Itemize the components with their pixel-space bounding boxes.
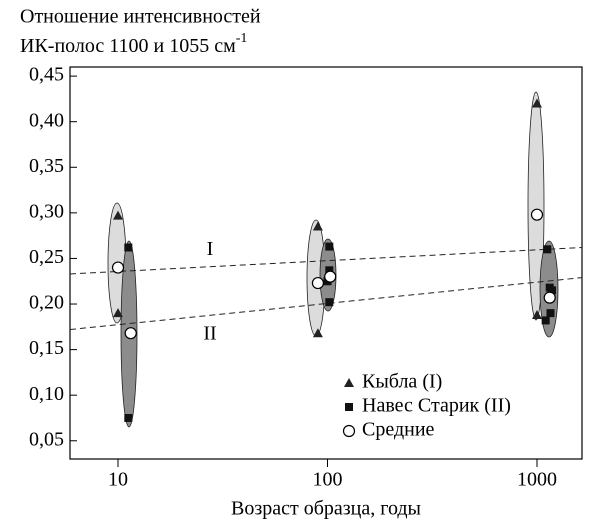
- point: [113, 210, 124, 220]
- point: [311, 276, 325, 290]
- y-tick-label: 0,10: [29, 383, 64, 405]
- y-tick-label: 0,40: [29, 109, 64, 131]
- point: [312, 221, 323, 231]
- legend-label: Кыбла (I): [362, 371, 442, 393]
- plot-frame: [69, 66, 583, 460]
- point: [324, 270, 337, 283]
- trend-line: [69, 247, 583, 275]
- group-region: [527, 91, 545, 321]
- y-axis-title: Отношение интенсивностей: [20, 6, 261, 28]
- x-tick-label: 100: [312, 469, 342, 491]
- point: [531, 309, 542, 319]
- point: [546, 309, 555, 318]
- legend-label: Средние: [362, 419, 435, 441]
- point: [543, 291, 556, 304]
- point: [541, 316, 550, 325]
- point: [531, 98, 542, 108]
- point: [124, 327, 137, 340]
- y-tick-label: 0,20: [29, 292, 64, 314]
- point: [312, 328, 323, 338]
- x-tick-label: 1000: [517, 469, 557, 491]
- y-tick-label: 0,25: [29, 246, 64, 268]
- point: [325, 242, 334, 251]
- y-tick-label: 0,05: [29, 428, 64, 450]
- x-axis-title: Возраст образца, годы: [231, 498, 421, 520]
- point: [124, 413, 133, 422]
- legend-label: Навес Старик (II): [362, 395, 511, 417]
- y-tick-label: 0,45: [29, 64, 64, 86]
- y-tick-label: 0,30: [29, 200, 64, 222]
- point: [325, 298, 334, 307]
- trend-label: II: [203, 323, 216, 345]
- point: [543, 245, 552, 254]
- legend-marker: [344, 378, 354, 387]
- y-axis-title-superscript: -1: [236, 31, 248, 46]
- point: [113, 308, 124, 318]
- point: [124, 243, 133, 252]
- trend-line: [69, 277, 583, 331]
- legend-marker: [345, 403, 353, 411]
- x-tick-label: 10: [108, 469, 128, 491]
- y-axis-title: ИК-полос 1100 и 1055 см: [20, 35, 236, 57]
- y-axis-title: ИК-полос 1100 и 1055 см-1: [20, 31, 247, 56]
- point: [530, 208, 544, 221]
- y-tick-label: 0,15: [29, 337, 64, 359]
- point: [545, 283, 554, 292]
- y-tick-label: 0,35: [29, 155, 64, 177]
- trend-label: I: [207, 238, 214, 260]
- legend-marker: [342, 424, 356, 438]
- point: [325, 266, 334, 275]
- point: [111, 261, 125, 274]
